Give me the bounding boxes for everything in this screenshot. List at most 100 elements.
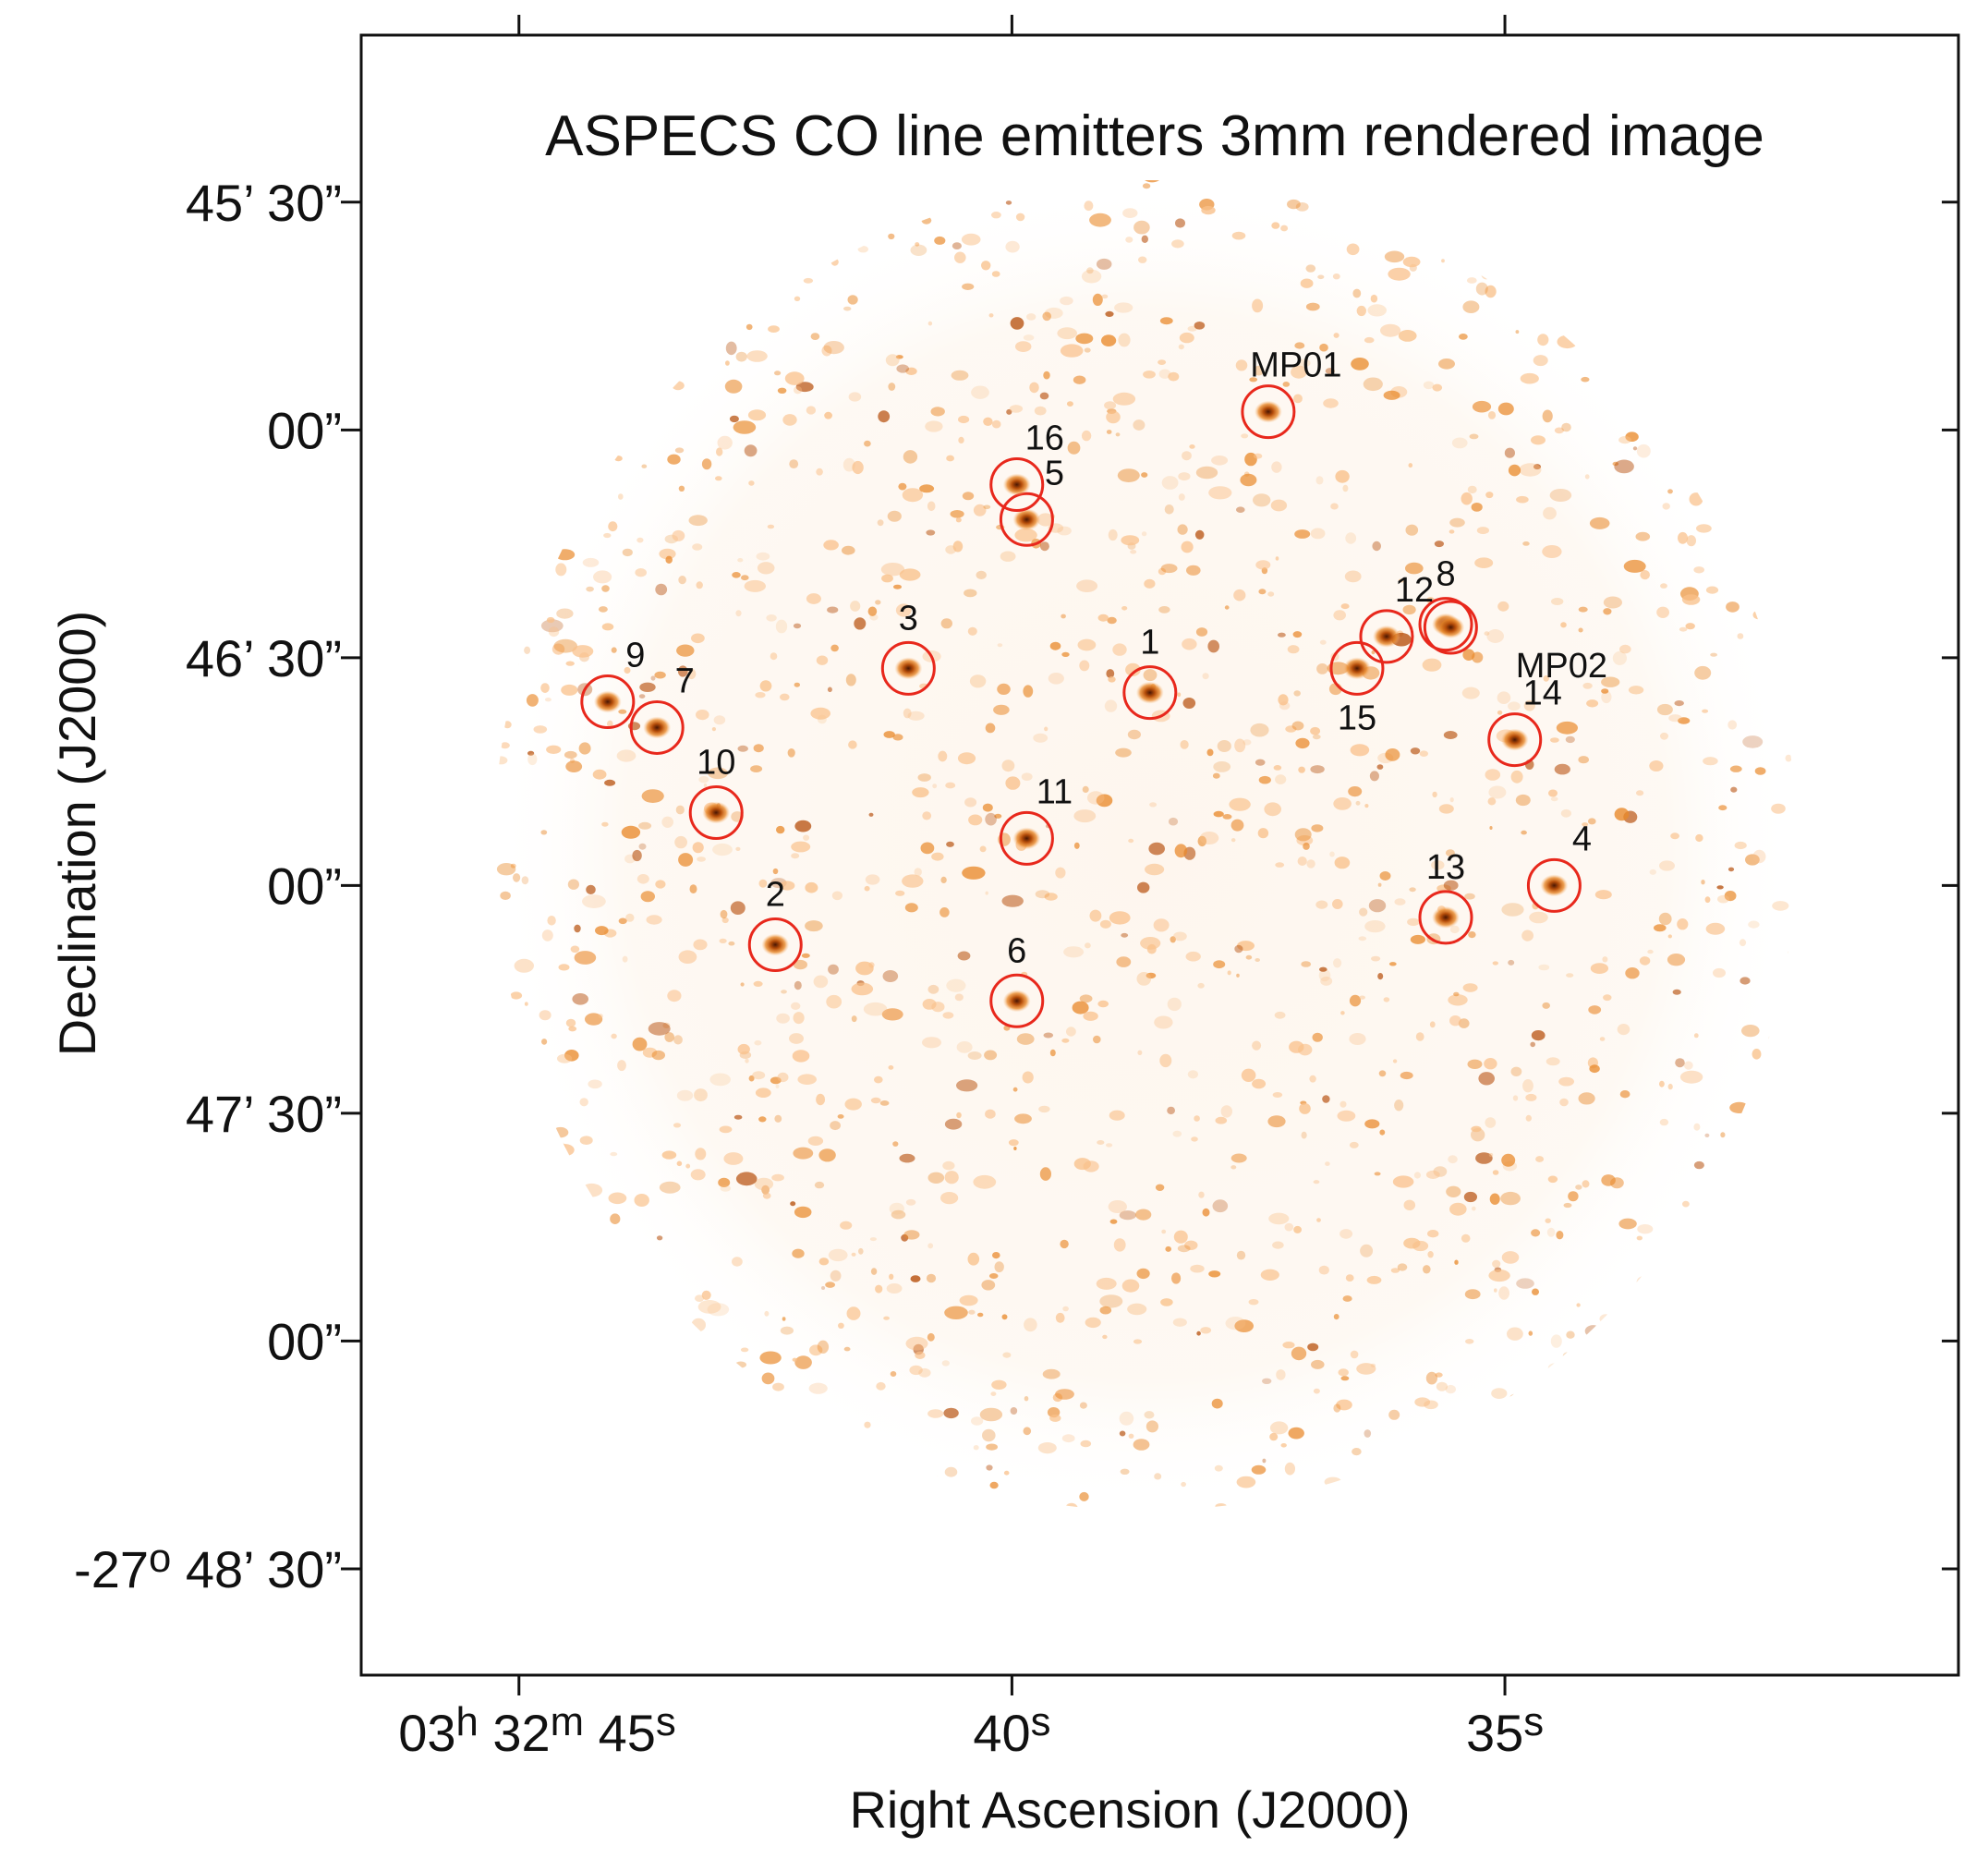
noise-speckle: [1198, 1191, 1205, 1198]
noise-speckle: [528, 1295, 540, 1307]
noise-speckle: [501, 415, 509, 422]
noise-speckle: [680, 1454, 695, 1467]
noise-speckle: [1206, 748, 1214, 757]
noise-speckle: [801, 953, 810, 958]
noise-speckle: [630, 1285, 637, 1293]
noise-speckle: [1667, 1083, 1673, 1090]
noise-speckle: [1172, 1130, 1182, 1137]
noise-speckle: [730, 901, 746, 915]
noise-speckle: [1043, 1032, 1054, 1039]
noise-speckle: [750, 765, 763, 772]
noise-speckle: [1639, 956, 1651, 966]
noise-speckle: [1503, 238, 1516, 249]
noise-speckle: [952, 242, 962, 249]
noise-speckle: [1197, 982, 1205, 989]
noise-speckle: [500, 742, 510, 749]
noise-speckle: [1497, 601, 1509, 612]
noise-speckle: [1338, 1368, 1349, 1377]
noise-speckle: [1546, 1057, 1560, 1066]
noise-speckle: [984, 1050, 998, 1061]
noise-speckle: [546, 745, 562, 754]
noise-speckle: [968, 1309, 976, 1315]
noise-speckle: [564, 1488, 576, 1501]
noise-speckle: [1307, 175, 1314, 179]
noise-speckle: [1348, 786, 1363, 797]
noise-speckle: [1181, 541, 1194, 553]
noise-speckle: [1403, 1237, 1421, 1249]
noise-speckle: [1699, 315, 1708, 323]
noise-speckle: [1309, 1075, 1316, 1083]
plot-area: [494, 180, 1797, 1511]
noise-speckle: [775, 619, 788, 634]
noise-speckle: [1582, 822, 1589, 827]
source-15: 15: [1329, 640, 1385, 737]
noise-speckle: [609, 1342, 627, 1355]
noise-speckle: [1560, 1382, 1577, 1393]
noise-speckle: [1121, 535, 1140, 546]
noise-speckle: [1543, 506, 1557, 520]
noise-speckle: [1181, 1481, 1186, 1488]
noise-speckle: [1578, 627, 1583, 633]
noise-speckle: [806, 593, 821, 604]
noise-speckle: [1310, 726, 1321, 735]
noise-speckle: [875, 1284, 883, 1294]
noise-speckle: [683, 1510, 706, 1511]
noise-speckle: [927, 1332, 935, 1342]
noise-speckle: [1500, 1191, 1521, 1206]
noise-speckle: [1667, 934, 1673, 939]
noise-speckle: [986, 1464, 993, 1471]
noise-speckle: [624, 280, 631, 288]
noise-speckle: [1629, 1332, 1641, 1345]
noise-speckle: [870, 1097, 881, 1104]
noise-speckle: [927, 1409, 944, 1418]
noise-speckle: [1195, 627, 1208, 637]
noise-speckle: [1628, 1292, 1634, 1297]
noise-speckle: [1517, 1408, 1522, 1413]
noise-speckle: [527, 753, 538, 766]
noise-speckle: [1080, 1440, 1092, 1448]
noise-speckle: [487, 239, 493, 246]
noise-speckle: [1315, 900, 1328, 909]
noise-speckle: [1158, 567, 1167, 576]
x-tick-label: 40s: [973, 1699, 1050, 1762]
noise-speckle: [973, 1174, 997, 1189]
noise-speckle: [848, 740, 857, 749]
noise-speckle: [1432, 791, 1437, 798]
noise-speckle: [579, 1323, 599, 1335]
noise-speckle: [1443, 731, 1458, 739]
noise-speckle: [664, 1032, 674, 1042]
noise-speckle: [1097, 614, 1109, 622]
noise-speckle: [1738, 524, 1751, 536]
noise-speckle: [1081, 269, 1102, 284]
noise-speckle: [1508, 277, 1516, 287]
noise-speckle: [679, 1466, 685, 1474]
noise-speckle: [1454, 1259, 1459, 1265]
noise-speckle: [1531, 1229, 1541, 1237]
noise-speckle: [990, 1391, 997, 1396]
noise-speckle: [552, 643, 565, 655]
noise-speckle: [539, 1010, 552, 1021]
noise-speckle: [1540, 200, 1555, 213]
noise-speckle: [1462, 649, 1475, 661]
noise-speckle: [1616, 1448, 1636, 1460]
noise-speckle: [572, 645, 594, 658]
noise-speckle: [695, 1294, 705, 1302]
noise-speckle: [1037, 1442, 1057, 1454]
noise-speckle: [1370, 1363, 1376, 1367]
noise-speckle: [1211, 1398, 1223, 1409]
noise-speckle: [510, 1399, 517, 1405]
source-circle-marker: [1418, 890, 1473, 945]
noise-speckle: [1639, 214, 1653, 228]
noise-speckle: [1550, 1334, 1562, 1348]
noise-speckle: [1434, 541, 1444, 548]
noise-speckle: [1790, 1464, 1797, 1474]
noise-speckle: [685, 1163, 691, 1169]
noise-speckle: [1788, 1382, 1797, 1394]
noise-speckle: [927, 984, 939, 994]
noise-speckle: [692, 842, 704, 854]
noise-speckle: [1130, 550, 1137, 554]
noise-speckle: [753, 980, 763, 987]
noise-speckle: [1383, 997, 1390, 1002]
noise-speckle: [961, 1503, 977, 1511]
noise-speckle: [1641, 1352, 1655, 1366]
